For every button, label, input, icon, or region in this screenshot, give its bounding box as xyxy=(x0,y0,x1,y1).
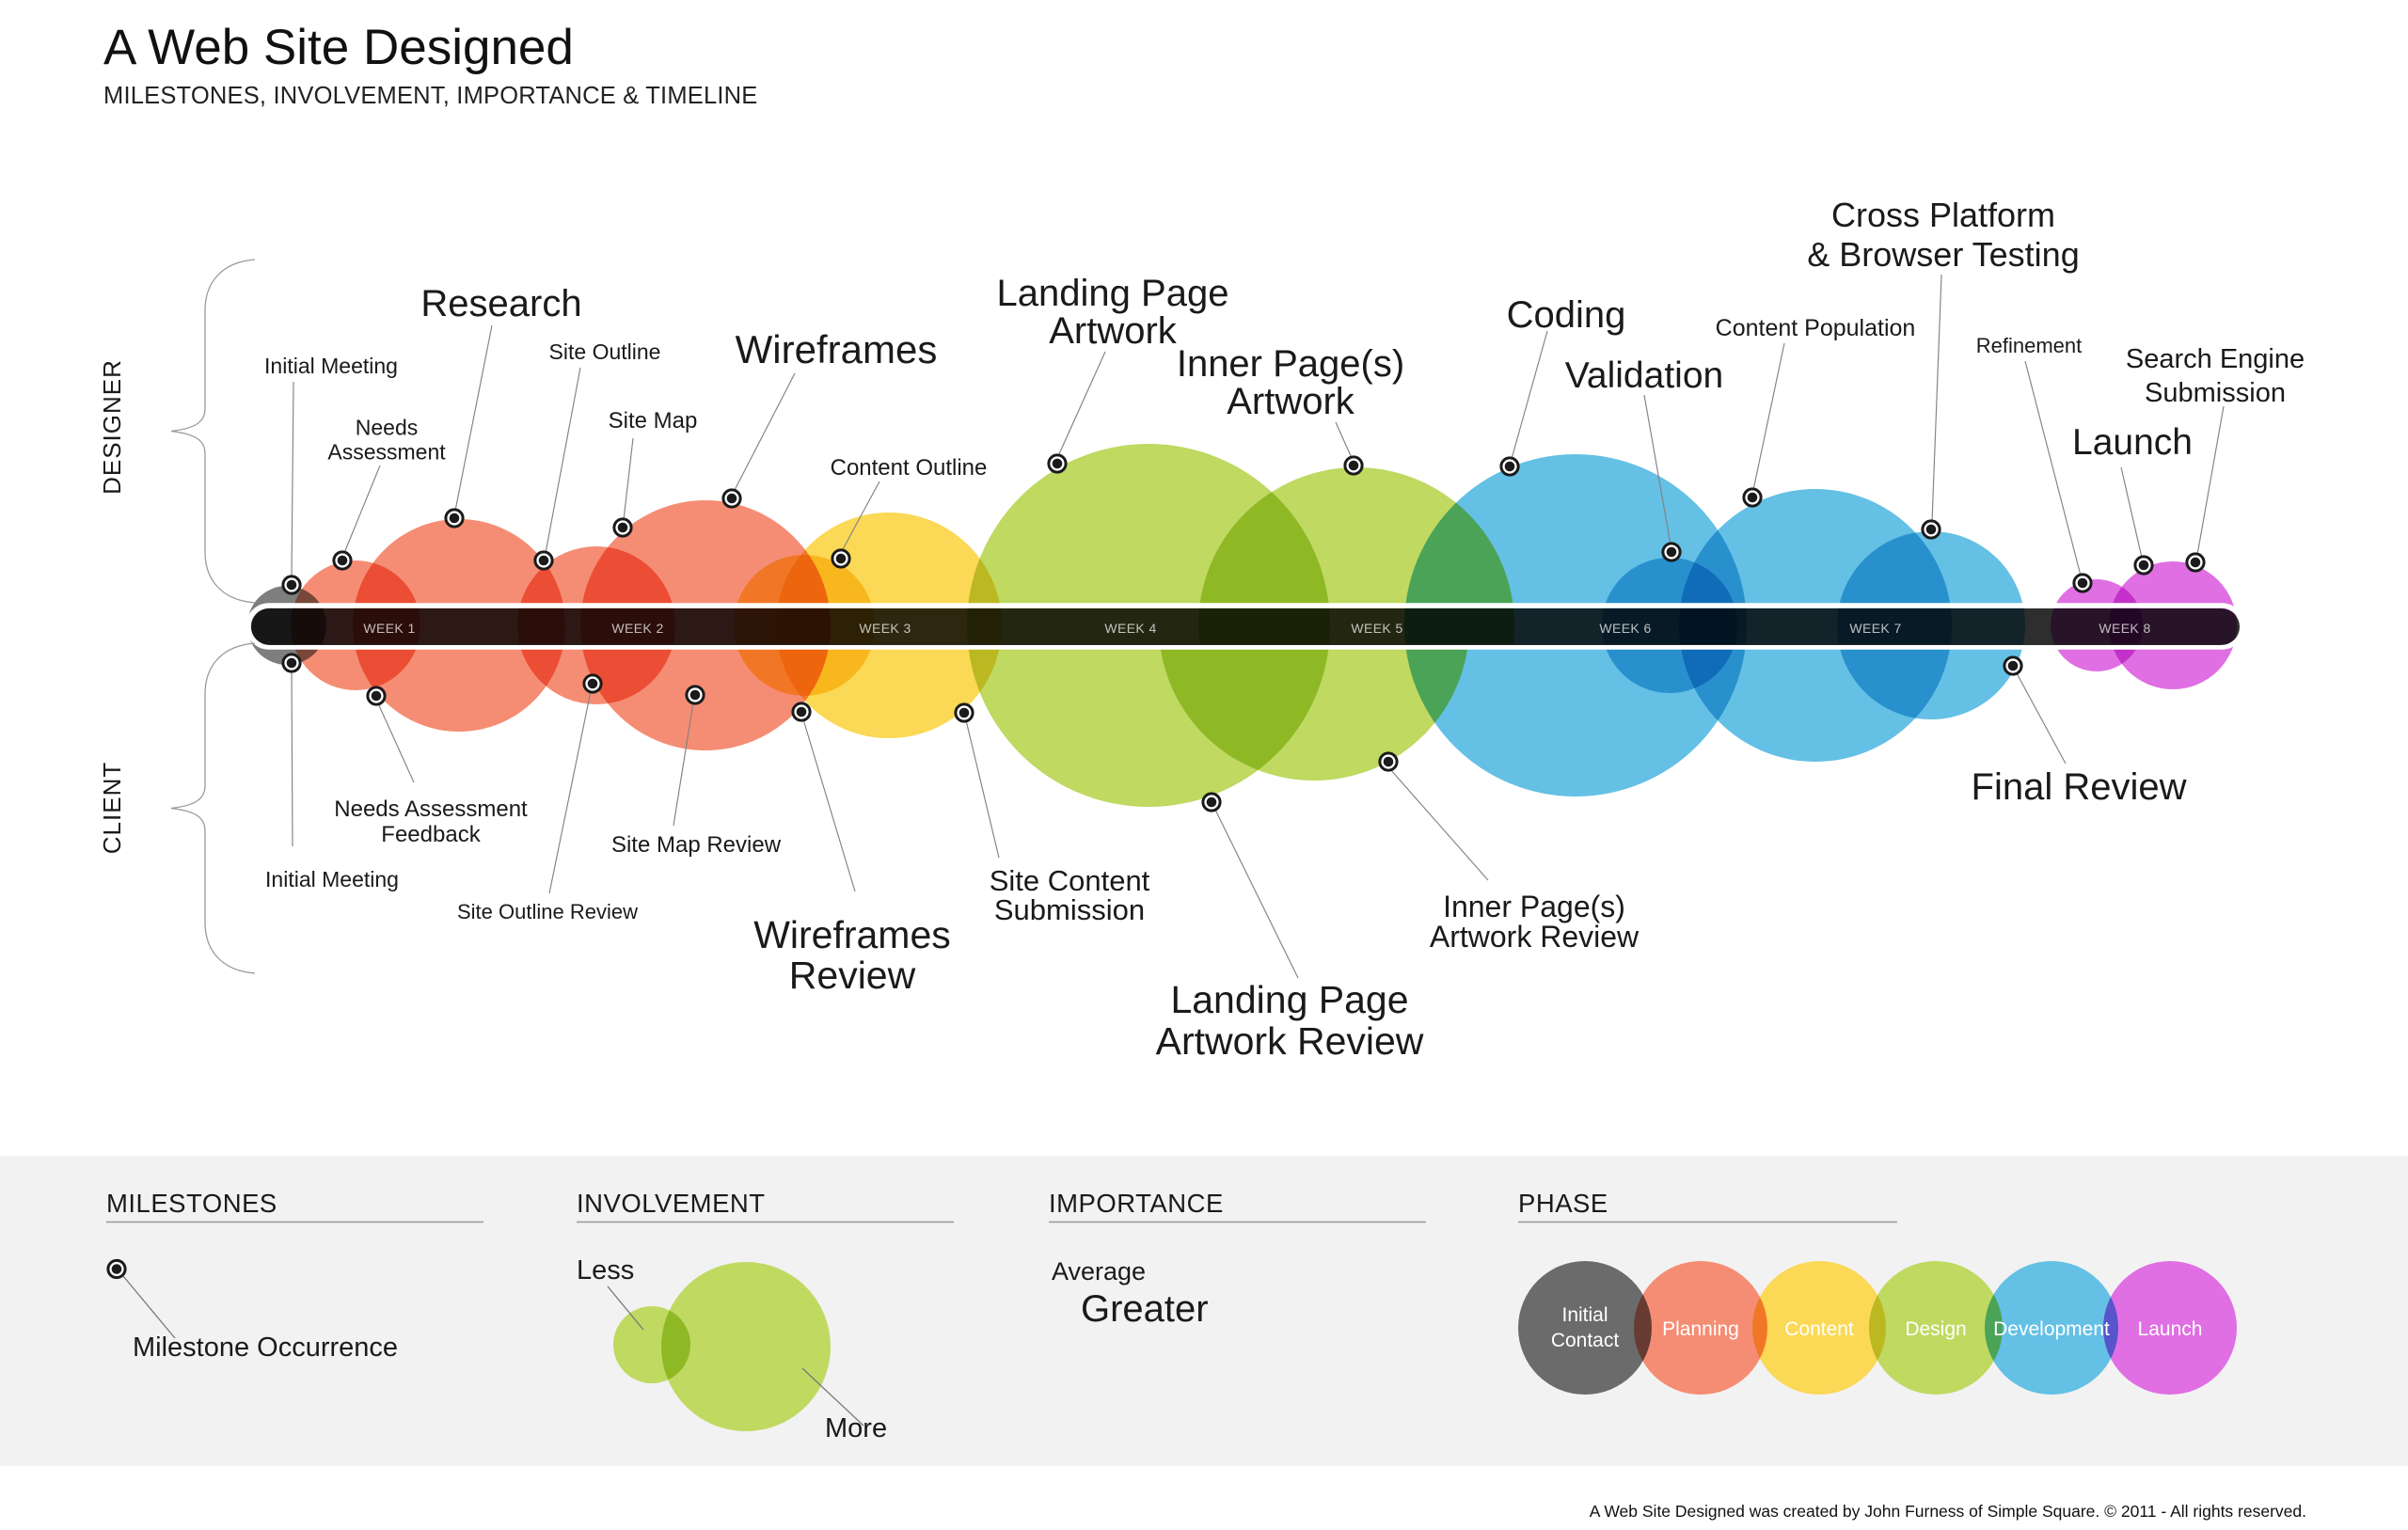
svg-text:Contact: Contact xyxy=(1551,1330,1620,1351)
svg-text:Content: Content xyxy=(1784,1318,1854,1340)
svg-text:Content Population: Content Population xyxy=(1716,315,1916,341)
svg-text:Wireframes: Wireframes xyxy=(736,327,938,371)
svg-text:Landing Page: Landing Page xyxy=(997,273,1229,314)
svg-text:Final Review: Final Review xyxy=(1972,766,2187,808)
svg-text:Needs Assessment: Needs Assessment xyxy=(334,797,528,822)
svg-text:Greater: Greater xyxy=(1081,1288,1209,1330)
svg-text:Artwork: Artwork xyxy=(1049,310,1178,352)
svg-text:Site Map: Site Map xyxy=(609,408,698,434)
svg-text:A Web Site Designed: A Web Site Designed xyxy=(103,20,574,75)
svg-text:Content Outline: Content Outline xyxy=(831,455,988,481)
svg-text:Submission: Submission xyxy=(2145,378,2286,408)
svg-text:Inner Page(s): Inner Page(s) xyxy=(1177,343,1404,385)
svg-text:Design: Design xyxy=(1905,1318,1966,1340)
svg-text:Initial Meeting: Initial Meeting xyxy=(264,354,398,378)
svg-text:IMPORTANCE: IMPORTANCE xyxy=(1049,1189,1224,1218)
svg-text:WEEK 6: WEEK 6 xyxy=(1599,621,1651,636)
svg-text:Average: Average xyxy=(1052,1257,1146,1286)
svg-text:Planning: Planning xyxy=(1662,1318,1739,1340)
svg-text:Development: Development xyxy=(1993,1318,2110,1340)
svg-text:Landing Page: Landing Page xyxy=(1170,978,1408,1021)
svg-text:Site Outline Review: Site Outline Review xyxy=(457,900,638,923)
svg-text:WEEK 8: WEEK 8 xyxy=(2099,621,2150,636)
svg-text:Cross Platform: Cross Platform xyxy=(1831,196,2055,234)
svg-text:WEEK 1: WEEK 1 xyxy=(363,621,415,636)
svg-text:Initial: Initial xyxy=(1561,1304,1608,1326)
svg-text:WEEK 2: WEEK 2 xyxy=(611,621,663,636)
svg-text:WEEK 4: WEEK 4 xyxy=(1104,621,1156,636)
svg-text:WEEK 3: WEEK 3 xyxy=(859,621,911,636)
svg-text:Milestone Occurrence: Milestone Occurrence xyxy=(133,1333,398,1363)
svg-text:Research: Research xyxy=(420,283,581,324)
svg-text:Validation: Validation xyxy=(1565,355,1723,396)
svg-text:& Browser Testing: & Browser Testing xyxy=(1807,235,2079,274)
svg-text:WEEK 7: WEEK 7 xyxy=(1849,621,1901,636)
svg-text:Inner Page(s): Inner Page(s) xyxy=(1443,890,1625,923)
svg-text:Site Map Review: Site Map Review xyxy=(611,832,782,858)
svg-text:Needs: Needs xyxy=(356,416,418,440)
svg-text:Launch: Launch xyxy=(2072,422,2193,463)
svg-text:Initial Meeting: Initial Meeting xyxy=(265,867,399,891)
svg-text:Artwork Review: Artwork Review xyxy=(1156,1019,1424,1063)
svg-text:Site Content: Site Content xyxy=(990,864,1150,897)
svg-text:Coding: Coding xyxy=(1507,294,1626,336)
svg-text:CLIENT: CLIENT xyxy=(98,762,126,854)
svg-text:WEEK 5: WEEK 5 xyxy=(1351,621,1402,636)
svg-text:Refinement: Refinement xyxy=(1976,334,2083,357)
svg-text:DESIGNER: DESIGNER xyxy=(98,359,126,495)
svg-text:Less: Less xyxy=(577,1255,634,1286)
svg-text:Search Engine: Search Engine xyxy=(2126,344,2305,374)
svg-text:Site Outline: Site Outline xyxy=(549,339,661,364)
svg-text:MILESTONES: MILESTONES xyxy=(106,1189,277,1218)
svg-text:Artwork: Artwork xyxy=(1227,381,1355,422)
svg-text:Review: Review xyxy=(789,954,916,997)
svg-text:Assessment: Assessment xyxy=(327,440,446,465)
svg-text:MILESTONES, INVOLVEMENT, IMPOR: MILESTONES, INVOLVEMENT, IMPORTANCE & TI… xyxy=(103,83,757,109)
svg-text:INVOLVEMENT: INVOLVEMENT xyxy=(577,1189,766,1218)
svg-text:Feedback: Feedback xyxy=(381,822,481,847)
svg-text:A Web Site Designed was create: A Web Site Designed was created by John … xyxy=(1590,1502,2306,1521)
svg-text:Launch: Launch xyxy=(2138,1318,2203,1340)
svg-text:Artwork Review: Artwork Review xyxy=(1430,920,1640,954)
svg-text:Submission: Submission xyxy=(994,893,1145,926)
svg-text:Wireframes: Wireframes xyxy=(753,913,951,956)
svg-text:PHASE: PHASE xyxy=(1518,1189,1608,1218)
